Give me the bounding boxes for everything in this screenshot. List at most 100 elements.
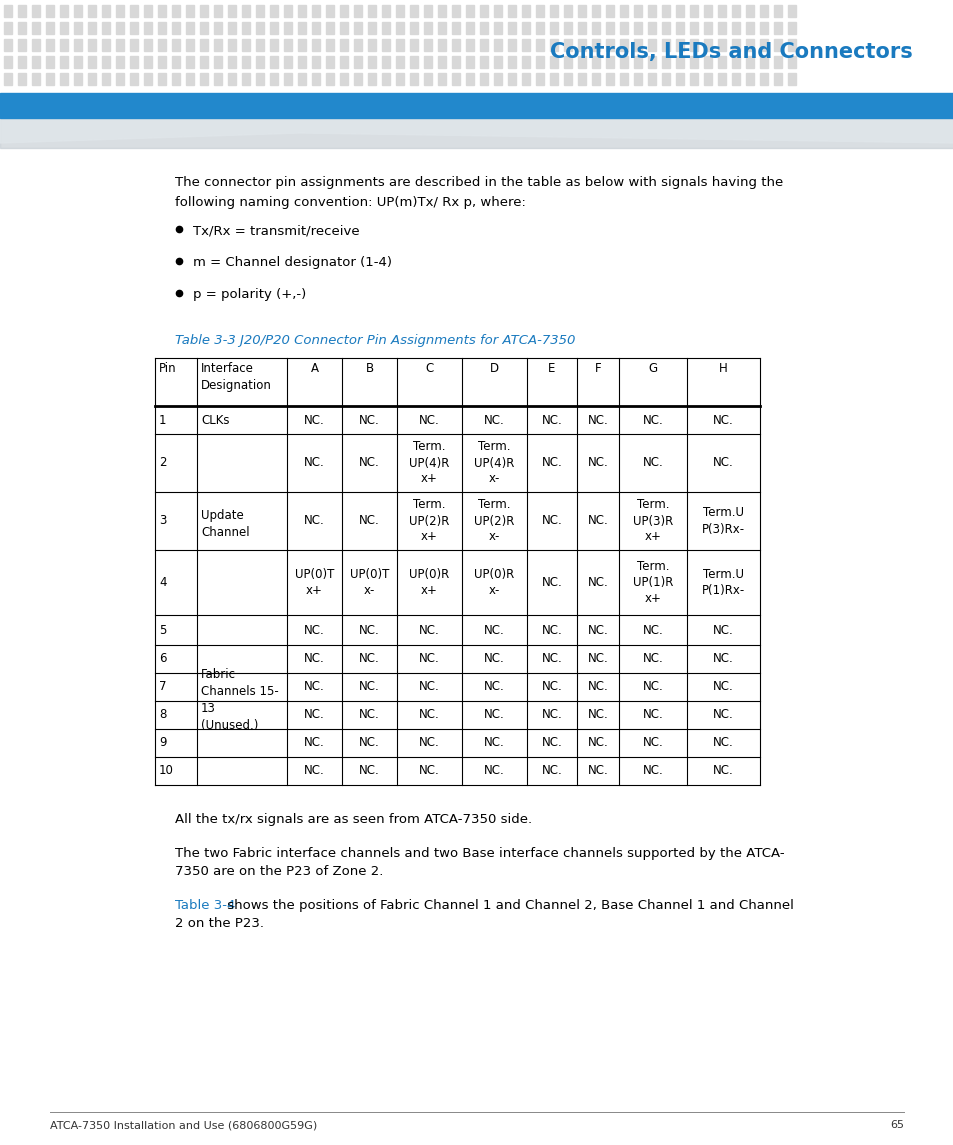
Text: NC.: NC. [304, 680, 325, 694]
Bar [773, 73, 781, 85]
Text: Term.U
P(3)Rx-: Term.U P(3)Rx- [701, 506, 744, 536]
Bar [32, 22, 40, 34]
Bar [381, 39, 390, 52]
Text: NC.: NC. [587, 680, 608, 694]
Bar [689, 39, 698, 52]
Text: NC.: NC. [713, 457, 733, 469]
Bar [284, 5, 292, 17]
Text: NC.: NC. [483, 765, 504, 777]
Bar [200, 39, 208, 52]
Text: NC.: NC. [587, 709, 608, 721]
Text: NC.: NC. [642, 653, 662, 665]
Text: NC.: NC. [483, 680, 504, 694]
Bar [368, 73, 375, 85]
Bar [255, 5, 264, 17]
Bar [228, 73, 235, 85]
Bar [647, 56, 656, 68]
Bar [102, 22, 110, 34]
Bar [228, 39, 235, 52]
Bar [381, 22, 390, 34]
Bar [773, 22, 781, 34]
Text: NC.: NC. [358, 514, 379, 528]
Bar [130, 39, 138, 52]
Bar [186, 39, 193, 52]
Bar [647, 73, 656, 85]
Bar [130, 73, 138, 85]
Text: Term.
UP(4)R
x-: Term. UP(4)R x- [474, 441, 515, 485]
Bar [200, 56, 208, 68]
Bar [130, 5, 138, 17]
Bar [158, 56, 166, 68]
Bar [130, 22, 138, 34]
Text: shows the positions of Fabric Channel 1 and Channel 2, Base Channel 1 and Channe: shows the positions of Fabric Channel 1 … [223, 899, 793, 913]
Text: F: F [594, 362, 600, 376]
Text: 9: 9 [159, 736, 167, 750]
Text: Term.
UP(2)R
x-: Term. UP(2)R x- [474, 498, 515, 544]
Bar [452, 22, 459, 34]
Bar [88, 56, 96, 68]
Bar [494, 22, 501, 34]
Bar [437, 39, 446, 52]
Bar [661, 5, 669, 17]
Bar [228, 56, 235, 68]
Bar [88, 39, 96, 52]
Text: NC.: NC. [642, 680, 662, 694]
Bar [102, 39, 110, 52]
Bar [578, 39, 585, 52]
Bar [395, 39, 403, 52]
Text: NC.: NC. [418, 765, 439, 777]
Text: NC.: NC. [418, 709, 439, 721]
Bar [647, 5, 656, 17]
Bar [242, 5, 250, 17]
Bar [494, 56, 501, 68]
Bar [592, 5, 599, 17]
Bar [4, 22, 12, 34]
Bar [536, 39, 543, 52]
Bar [158, 22, 166, 34]
Bar [381, 5, 390, 17]
Text: A: A [310, 362, 318, 376]
Bar [242, 39, 250, 52]
Text: Term.
UP(4)R
x+: Term. UP(4)R x+ [409, 441, 449, 485]
Text: UP(0)T
x+: UP(0)T x+ [294, 568, 334, 597]
Text: Table 3-3 J20/P20 Connector Pin Assignments for ATCA-7350: Table 3-3 J20/P20 Connector Pin Assignme… [174, 334, 575, 347]
Bar [88, 5, 96, 17]
Bar [116, 5, 124, 17]
Bar [452, 5, 459, 17]
Text: NC.: NC. [587, 765, 608, 777]
Bar [521, 5, 530, 17]
Bar [213, 73, 222, 85]
Bar [465, 39, 474, 52]
Text: NC.: NC. [541, 709, 561, 721]
Text: NC.: NC. [541, 624, 561, 637]
Text: NC.: NC. [418, 736, 439, 750]
Bar [158, 5, 166, 17]
Text: H: H [719, 362, 727, 376]
Bar [381, 56, 390, 68]
Text: Update
Channel: Update Channel [201, 510, 250, 539]
Polygon shape [0, 118, 953, 143]
Bar [116, 56, 124, 68]
Bar [60, 56, 68, 68]
Bar [116, 73, 124, 85]
Bar [297, 5, 306, 17]
Text: NC.: NC. [642, 457, 662, 469]
Text: NC.: NC. [483, 413, 504, 426]
Bar [563, 56, 572, 68]
Bar [592, 22, 599, 34]
Bar [144, 73, 152, 85]
Bar [731, 73, 740, 85]
Text: NC.: NC. [713, 736, 733, 750]
Bar [479, 73, 488, 85]
Text: NC.: NC. [418, 624, 439, 637]
Bar [297, 22, 306, 34]
Text: p = polarity (+,-): p = polarity (+,-) [193, 289, 306, 301]
Bar [452, 56, 459, 68]
Bar [395, 73, 403, 85]
Bar [4, 56, 12, 68]
Bar [255, 39, 264, 52]
Bar [410, 39, 417, 52]
Bar [395, 5, 403, 17]
Bar [116, 39, 124, 52]
Bar [661, 73, 669, 85]
